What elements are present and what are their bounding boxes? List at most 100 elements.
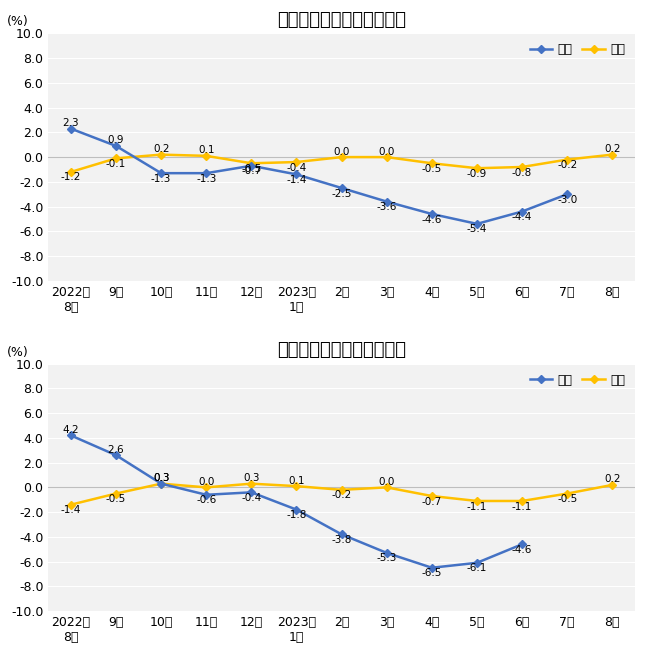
Text: -3.6: -3.6 [377, 202, 397, 212]
同比 [67, 432, 75, 440]
Text: -0.7: -0.7 [422, 496, 442, 506]
Text: 2.3: 2.3 [63, 118, 79, 128]
Text: -1.1: -1.1 [467, 502, 487, 512]
Text: 0.2: 0.2 [604, 144, 621, 154]
环比 [157, 151, 165, 159]
同比 [473, 559, 481, 567]
Text: -1.3: -1.3 [196, 174, 216, 184]
环比 [293, 482, 300, 490]
Text: -0.4: -0.4 [241, 493, 262, 503]
Text: -1.8: -1.8 [286, 510, 307, 520]
同比 [202, 169, 210, 177]
Text: -0.5: -0.5 [106, 494, 126, 504]
Text: -3.0: -3.0 [557, 195, 578, 205]
环比 [473, 497, 481, 505]
环比 [609, 481, 616, 489]
同比 [157, 479, 165, 487]
Line: 同比: 同比 [68, 433, 525, 571]
Text: 0.3: 0.3 [243, 473, 260, 483]
Text: 0.0: 0.0 [379, 147, 395, 157]
Line: 环比: 环比 [68, 152, 615, 175]
Text: 0.1: 0.1 [288, 476, 305, 485]
Text: -0.8: -0.8 [512, 168, 532, 178]
环比 [293, 158, 300, 166]
同比 [338, 531, 346, 538]
环比 [383, 483, 391, 491]
同比 [473, 220, 481, 228]
环比 [609, 151, 616, 159]
环比 [67, 168, 75, 176]
Text: -4.6: -4.6 [512, 545, 532, 555]
Text: 0.0: 0.0 [198, 477, 214, 487]
同比 [518, 208, 526, 215]
Text: 0.2: 0.2 [604, 474, 621, 484]
Text: -0.4: -0.4 [286, 162, 307, 173]
Text: -1.1: -1.1 [512, 502, 532, 512]
环比 [202, 483, 210, 491]
环比 [112, 155, 120, 162]
Text: -5.4: -5.4 [467, 225, 487, 234]
Text: -1.3: -1.3 [151, 174, 171, 184]
同比 [247, 489, 255, 496]
环比 [202, 152, 210, 160]
Text: -4.4: -4.4 [512, 212, 532, 222]
同比 [112, 451, 120, 459]
同比 [157, 169, 165, 177]
环比 [383, 153, 391, 161]
Text: -0.5: -0.5 [241, 164, 262, 174]
环比 [518, 497, 526, 505]
环比 [67, 501, 75, 509]
Text: -0.9: -0.9 [467, 169, 487, 179]
同比 [293, 506, 300, 514]
Legend: 同比, 环比: 同比, 环比 [526, 370, 629, 390]
Text: -0.5: -0.5 [557, 494, 578, 504]
Text: 0.9: 0.9 [108, 136, 124, 145]
Text: 0.2: 0.2 [153, 144, 169, 154]
同比 [112, 142, 120, 150]
环比 [473, 164, 481, 172]
环比 [518, 163, 526, 171]
同比 [338, 184, 346, 192]
Title: 工业生产者出厂价格涨跌幅: 工业生产者出厂价格涨跌幅 [277, 11, 406, 29]
Text: 4.2: 4.2 [63, 425, 79, 435]
同比 [518, 540, 526, 548]
Text: 0.3: 0.3 [153, 473, 169, 483]
同比 [428, 564, 436, 572]
环比 [563, 156, 571, 164]
Text: (%): (%) [7, 16, 29, 29]
Text: -0.5: -0.5 [422, 164, 442, 174]
Text: -6.5: -6.5 [422, 569, 442, 578]
环比 [157, 479, 165, 487]
Text: -5.3: -5.3 [377, 553, 397, 563]
环比 [247, 479, 255, 487]
Text: -4.6: -4.6 [422, 215, 442, 225]
环比 [338, 486, 346, 494]
Text: 0.0: 0.0 [379, 477, 395, 487]
环比 [563, 490, 571, 498]
环比 [247, 159, 255, 167]
Text: -0.7: -0.7 [241, 166, 262, 176]
Text: -6.1: -6.1 [467, 563, 487, 573]
Text: 0.3: 0.3 [153, 473, 169, 483]
同比 [67, 124, 75, 132]
同比 [383, 549, 391, 557]
环比 [428, 159, 436, 167]
Text: -1.4: -1.4 [286, 175, 307, 185]
同比 [202, 491, 210, 498]
Text: 2.6: 2.6 [108, 445, 124, 455]
环比 [112, 490, 120, 498]
Line: 同比: 同比 [68, 126, 570, 227]
Text: 0.1: 0.1 [198, 145, 214, 155]
Text: -0.6: -0.6 [196, 495, 216, 506]
同比 [428, 210, 436, 218]
Legend: 同比, 环比: 同比, 环比 [526, 40, 629, 60]
同比 [247, 162, 255, 170]
Text: -3.8: -3.8 [331, 535, 352, 545]
Text: (%): (%) [7, 346, 29, 359]
Text: -0.1: -0.1 [106, 159, 126, 169]
同比 [383, 198, 391, 206]
Text: 0.0: 0.0 [333, 147, 349, 157]
Text: -1.2: -1.2 [61, 172, 81, 183]
环比 [428, 492, 436, 500]
Text: -2.5: -2.5 [331, 189, 352, 198]
